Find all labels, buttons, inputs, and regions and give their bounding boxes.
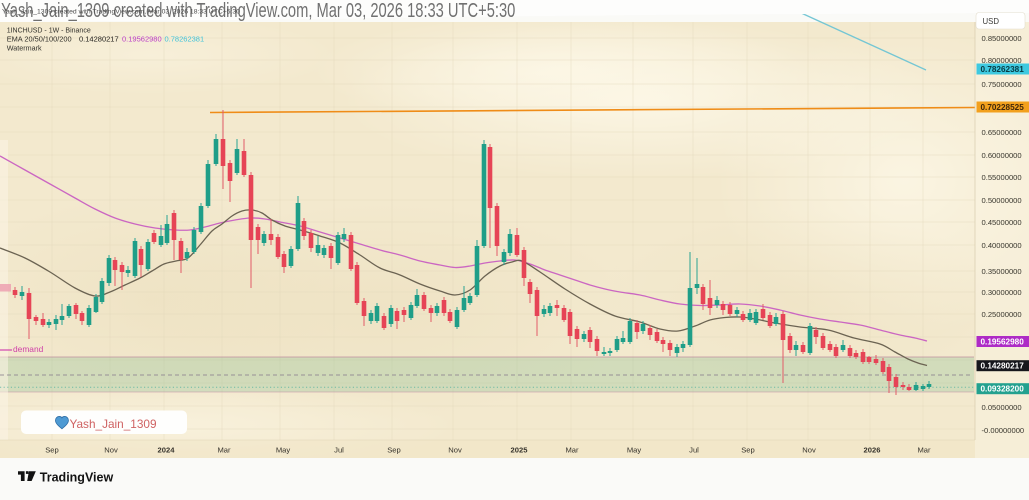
svg-text:0.85000000: 0.85000000 bbox=[982, 34, 1022, 43]
svg-text:2025: 2025 bbox=[511, 446, 529, 455]
svg-text:0.70228525: 0.70228525 bbox=[981, 103, 1025, 112]
svg-text:EMA 20/50/100/200: EMA 20/50/100/200 bbox=[7, 35, 72, 44]
svg-text:1INCHUSD - 1W - Binance: 1INCHUSD - 1W - Binance bbox=[7, 28, 91, 35]
svg-text:TradingView: TradingView bbox=[40, 470, 114, 484]
svg-text:Jul: Jul bbox=[334, 446, 344, 455]
svg-text:0.55000000: 0.55000000 bbox=[982, 173, 1022, 182]
svg-text:0.14280217: 0.14280217 bbox=[79, 35, 119, 44]
svg-text:0.19562980: 0.19562980 bbox=[122, 35, 162, 44]
svg-text:2024: 2024 bbox=[158, 446, 176, 455]
svg-text:Yash_Jain_1309 created with Tr: Yash_Jain_1309 created with TradingView.… bbox=[2, 9, 240, 16]
svg-text:Sep: Sep bbox=[45, 446, 59, 455]
svg-text:0.25000000: 0.25000000 bbox=[982, 310, 1022, 319]
svg-text:2026: 2026 bbox=[864, 446, 881, 455]
svg-text:0.50000000: 0.50000000 bbox=[982, 196, 1022, 205]
svg-text:Watermark: Watermark bbox=[7, 44, 42, 53]
svg-text:Yash_Jain_1309 created with Tr: Yash_Jain_1309 created with TradingView.… bbox=[1, 0, 515, 23]
svg-text:Sep: Sep bbox=[741, 446, 755, 455]
svg-text:Jul: Jul bbox=[689, 446, 699, 455]
svg-text:0.30000000: 0.30000000 bbox=[982, 288, 1022, 297]
svg-text:0.80000000: 0.80000000 bbox=[982, 56, 1022, 65]
svg-text:May: May bbox=[627, 446, 642, 455]
svg-text:0.19562980: 0.19562980 bbox=[981, 338, 1025, 347]
svg-text:demand: demand bbox=[13, 344, 44, 354]
svg-text:0.35000000: 0.35000000 bbox=[982, 267, 1022, 276]
svg-text:Yash_Jain_1309: Yash_Jain_1309 bbox=[70, 417, 157, 431]
svg-text:Mar: Mar bbox=[917, 446, 931, 455]
svg-text:Nov: Nov bbox=[802, 446, 816, 455]
svg-text:USD: USD bbox=[983, 17, 1000, 26]
svg-text:Mar: Mar bbox=[217, 446, 231, 455]
svg-text:0.60000000: 0.60000000 bbox=[982, 151, 1022, 160]
svg-text:0.75000000: 0.75000000 bbox=[982, 80, 1022, 89]
svg-text:0.78262381: 0.78262381 bbox=[165, 35, 205, 44]
svg-text:0.45000000: 0.45000000 bbox=[982, 218, 1022, 227]
svg-text:0.65000000: 0.65000000 bbox=[982, 128, 1022, 137]
svg-text:Sep: Sep bbox=[387, 446, 401, 455]
svg-text:-0.00000000: -0.00000000 bbox=[982, 426, 1025, 435]
svg-text:0.78262381: 0.78262381 bbox=[981, 65, 1025, 74]
svg-text:0.40000000: 0.40000000 bbox=[982, 241, 1022, 250]
svg-text:0.05000000: 0.05000000 bbox=[982, 403, 1022, 412]
svg-text:Nov: Nov bbox=[448, 446, 462, 455]
svg-text:May: May bbox=[276, 446, 291, 455]
svg-text:0.09328200: 0.09328200 bbox=[981, 385, 1025, 394]
svg-text:Mar: Mar bbox=[565, 446, 579, 455]
svg-text:Nov: Nov bbox=[104, 446, 118, 455]
svg-text:0.14280217: 0.14280217 bbox=[981, 362, 1025, 371]
